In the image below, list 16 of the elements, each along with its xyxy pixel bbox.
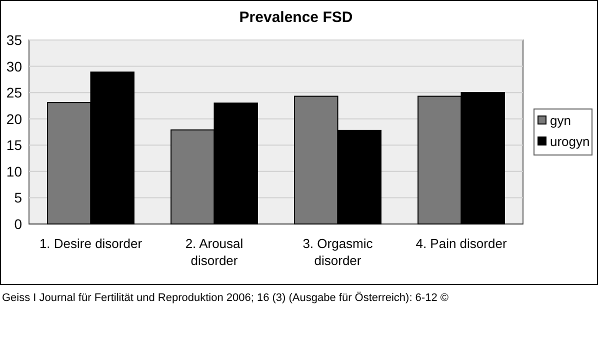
x-tick-label: 3. Orgasmic disorder bbox=[302, 236, 374, 268]
x-tick-label: 2. Arousal disorder bbox=[185, 236, 244, 268]
x-tick-label: 4. Pain disorder bbox=[416, 236, 508, 251]
y-tick-label: 15 bbox=[6, 137, 22, 154]
legend-label: urogyn bbox=[550, 134, 590, 149]
y-tick-label: 10 bbox=[6, 163, 22, 180]
y-tick-label: 35 bbox=[6, 32, 22, 48]
y-tick-label: 0 bbox=[14, 216, 22, 232]
y-tick-label: 20 bbox=[6, 110, 22, 127]
y-tick-label: 30 bbox=[6, 58, 22, 74]
y-tick-label: 5 bbox=[14, 190, 22, 206]
chart-title: Prevalence FSD bbox=[239, 9, 353, 26]
text: Geiss I Journal für Fertilität und Reproduktion 2006; 16 (3) (Ausgabe für Österreich): 6-12 © bbox=[2, 291, 448, 304]
x-tick-label: 1. Desire disorder bbox=[39, 236, 143, 251]
y-tick-label: 25 bbox=[6, 84, 22, 101]
legend-label: gyn bbox=[550, 113, 571, 128]
